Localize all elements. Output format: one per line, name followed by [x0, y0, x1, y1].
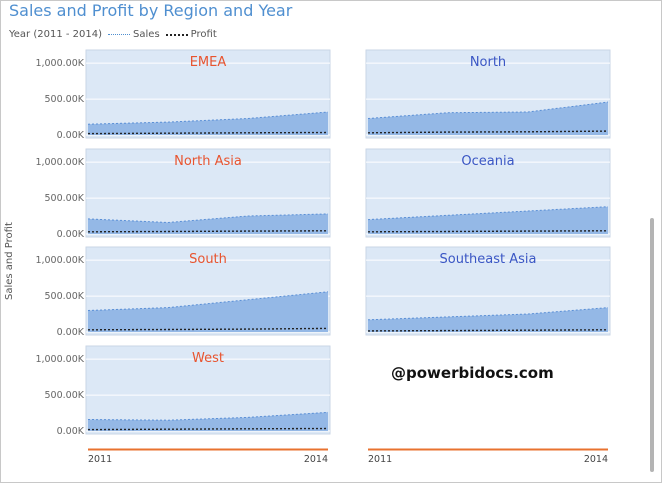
y-tick-label: 0.00K [57, 426, 85, 437]
y-tick-label: 500.00K [45, 291, 85, 302]
panel-title-oceania: Oceania [461, 154, 514, 169]
sales-area-west [88, 412, 328, 431]
y-tick-label: 1,000.00K [35, 58, 84, 69]
sales-area-emea [88, 112, 328, 135]
panel-title-north-asia: North Asia [174, 154, 242, 169]
sales-line-emea [87, 111, 329, 125]
y-tick-label: 0.00K [57, 229, 85, 240]
sales-area-oceania [368, 206, 608, 234]
legend-profit-swatch [165, 33, 188, 36]
sales-line-west [87, 411, 329, 421]
y-tick-label: 1,000.00K [35, 157, 84, 168]
x-tick-label: 2011 [368, 454, 392, 465]
profit-line-southeast-asia [367, 329, 609, 332]
legend-sales-label: Sales [133, 29, 160, 40]
sales-line-south [87, 291, 329, 311]
y-tick-label: 0.00K [57, 327, 85, 338]
panel-title-south: South [189, 252, 227, 267]
profit-line-north [367, 130, 609, 134]
legend-label: Year (2011 - 2014) [9, 29, 103, 40]
y-tick-label: 1,000.00K [35, 255, 84, 266]
sales-area-north [368, 102, 608, 135]
panel-title-southeast-asia: Southeast Asia [440, 252, 537, 267]
x-tick-label: 2011 [88, 454, 112, 465]
y-tick-label: 500.00K [45, 193, 85, 204]
y-tick-label: 500.00K [45, 390, 85, 401]
watermark: @powerbidocs.com [391, 364, 554, 382]
sales-area-southeast-asia [368, 307, 608, 332]
legend-profit-label: Profit [190, 29, 217, 40]
y-tick-label: 500.00K [45, 94, 85, 105]
legend: Year (2011 - 2014) Sales Profit [9, 29, 217, 40]
profit-line-north-asia [87, 230, 329, 233]
profit-line-south [87, 327, 329, 331]
chart-title: Sales and Profit by Region and Year [9, 1, 293, 20]
panel-title-emea: EMEA [190, 55, 227, 70]
profit-line-oceania [367, 230, 609, 233]
sales-line-southeast-asia [367, 307, 609, 321]
sales-area-north-asia [88, 213, 328, 234]
x-tick-label: 2014 [584, 454, 608, 465]
panel-title-north: North [470, 55, 506, 70]
x-tick-label: 2014 [304, 454, 328, 465]
legend-sales-swatch [108, 34, 131, 35]
y-tick-label: 1,000.00K [35, 354, 84, 365]
scrollbar[interactable] [650, 218, 654, 472]
profit-line-emea [87, 131, 329, 135]
y-tick-label: 0.00K [57, 130, 85, 141]
sales-line-north [367, 101, 609, 119]
panel-title-west: West [192, 351, 224, 366]
sales-line-oceania [367, 206, 609, 221]
sales-line-north-asia [87, 213, 329, 224]
sales-area-south [88, 291, 328, 332]
profit-line-west [87, 427, 329, 431]
